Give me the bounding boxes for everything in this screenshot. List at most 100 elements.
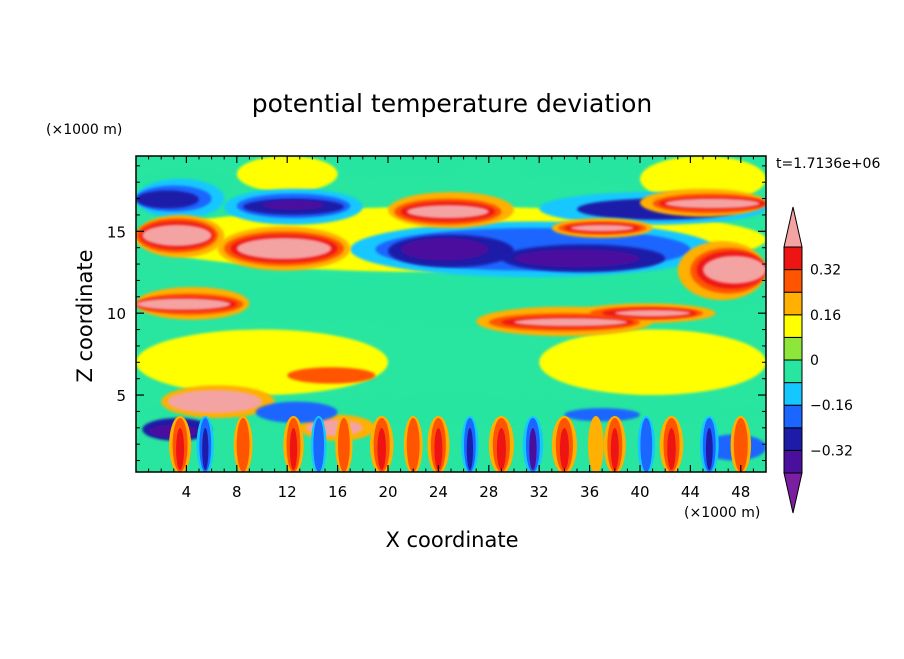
plume-core [239, 427, 247, 471]
time-label: t=1.7136e+06 [776, 156, 880, 172]
plume-core [377, 427, 386, 471]
contour-region-23 [262, 200, 325, 211]
colorbar-label: 0.16 [810, 308, 841, 324]
plume-core [434, 427, 443, 471]
plume-6 [369, 415, 394, 472]
x-tick-label: 16 [328, 483, 347, 501]
plume-5 [335, 415, 353, 472]
contour-region-2 [539, 329, 766, 396]
plume-10 [488, 415, 514, 472]
plume-core [610, 427, 619, 471]
plume-0 [169, 415, 192, 472]
plume-core [496, 427, 506, 471]
plume-core [529, 427, 537, 471]
colorbar-label: −0.32 [810, 443, 853, 459]
x-tick-label: 20 [378, 483, 397, 501]
colorbar-band-7 [783, 314, 803, 338]
contour-region-52 [236, 237, 332, 260]
plume-core [340, 427, 348, 471]
plume-core [289, 427, 298, 471]
x-tick-label: 4 [182, 483, 192, 501]
contour-region-56 [703, 255, 766, 284]
plot-area [136, 156, 766, 472]
colorbar-label: 0 [810, 353, 819, 369]
y-axis: 5 10 15 [107, 165, 766, 462]
contour-region-59 [614, 309, 691, 317]
plume-17 [699, 415, 719, 472]
contour-region-61 [287, 367, 376, 384]
convective-plumes [169, 415, 752, 472]
plume-3 [283, 415, 304, 472]
y-axis-label: Z coordinate [73, 249, 97, 382]
contour-region-58 [514, 318, 628, 327]
contour-region-1 [136, 329, 388, 396]
x-unit-label: (×1000 m) [684, 505, 760, 521]
colorbar-band-5 [783, 359, 803, 384]
colorbar-band-6 [783, 336, 803, 361]
plume-2 [233, 415, 253, 472]
plume-18 [730, 415, 752, 472]
plume-1 [196, 415, 214, 472]
x-tick-label: 48 [731, 483, 750, 501]
contour-region-53 [406, 205, 489, 219]
contour-region-8 [640, 156, 766, 202]
colorbar-band-4 [783, 382, 803, 406]
colorbar-label: −0.16 [810, 398, 853, 414]
plume-12 [551, 415, 577, 472]
plume-core [705, 427, 713, 471]
plume-11 [522, 415, 544, 472]
x-axis: 4 8 12 16 20 24 28 32 36 40 44 48 [148, 156, 754, 501]
contour-region-54 [570, 224, 634, 232]
plume-core [176, 427, 185, 471]
colorbar: 0.32 0.16 0 −0.16 −0.32 [783, 206, 853, 514]
contour-regions [136, 156, 766, 461]
plume-core [466, 427, 474, 471]
contour-region-6 [514, 156, 678, 183]
plume-9 [461, 415, 479, 472]
x-tick-label: 40 [630, 483, 649, 501]
plume-7 [403, 415, 423, 472]
plume-core [643, 427, 650, 471]
plume-core [202, 427, 209, 471]
plume-core [593, 427, 599, 471]
contour-region-55 [665, 198, 760, 209]
plume-core [559, 427, 569, 471]
colorbar-band-2 [783, 427, 803, 451]
x-tick-label: 12 [278, 483, 297, 501]
contour-region-51 [142, 224, 212, 247]
plume-13 [588, 415, 604, 472]
colorbar-label: 0.32 [810, 263, 841, 279]
x-tick-label: 44 [681, 483, 700, 501]
colorbar-band-9 [783, 269, 803, 293]
contour-region-57 [136, 298, 231, 310]
x-axis-label: X coordinate [385, 528, 518, 552]
plume-14 [603, 415, 626, 472]
x-tick-label: 32 [530, 483, 549, 501]
contour-region-5 [337, 156, 464, 179]
plume-4 [310, 415, 327, 472]
colorbar-band-1 [783, 449, 803, 474]
plume-8 [427, 415, 450, 472]
contour-region-21 [400, 237, 489, 261]
plume-core [409, 427, 417, 471]
colorbar-top-arrow [783, 206, 803, 248]
plume-core [737, 427, 745, 471]
x-tick-label: 36 [580, 483, 599, 501]
colorbar-band-10 [783, 246, 803, 271]
contour-region-70 [564, 408, 640, 422]
plume-core [667, 427, 676, 471]
plume-15 [637, 415, 655, 472]
colorbar-band-3 [783, 404, 803, 429]
contour-region-7 [236, 156, 338, 193]
chart-title: potential temperature deviation [252, 89, 652, 118]
colorbar-band-8 [783, 291, 803, 316]
x-tick-label: 28 [479, 483, 498, 501]
x-tick-label: 24 [429, 483, 448, 501]
plume-core [315, 427, 322, 471]
colorbar-bottom-arrow [783, 472, 803, 514]
contour-region-18 [136, 190, 199, 209]
plume-16 [659, 415, 684, 472]
x-tick-label: 8 [232, 483, 242, 501]
contour-region-64 [167, 390, 262, 414]
